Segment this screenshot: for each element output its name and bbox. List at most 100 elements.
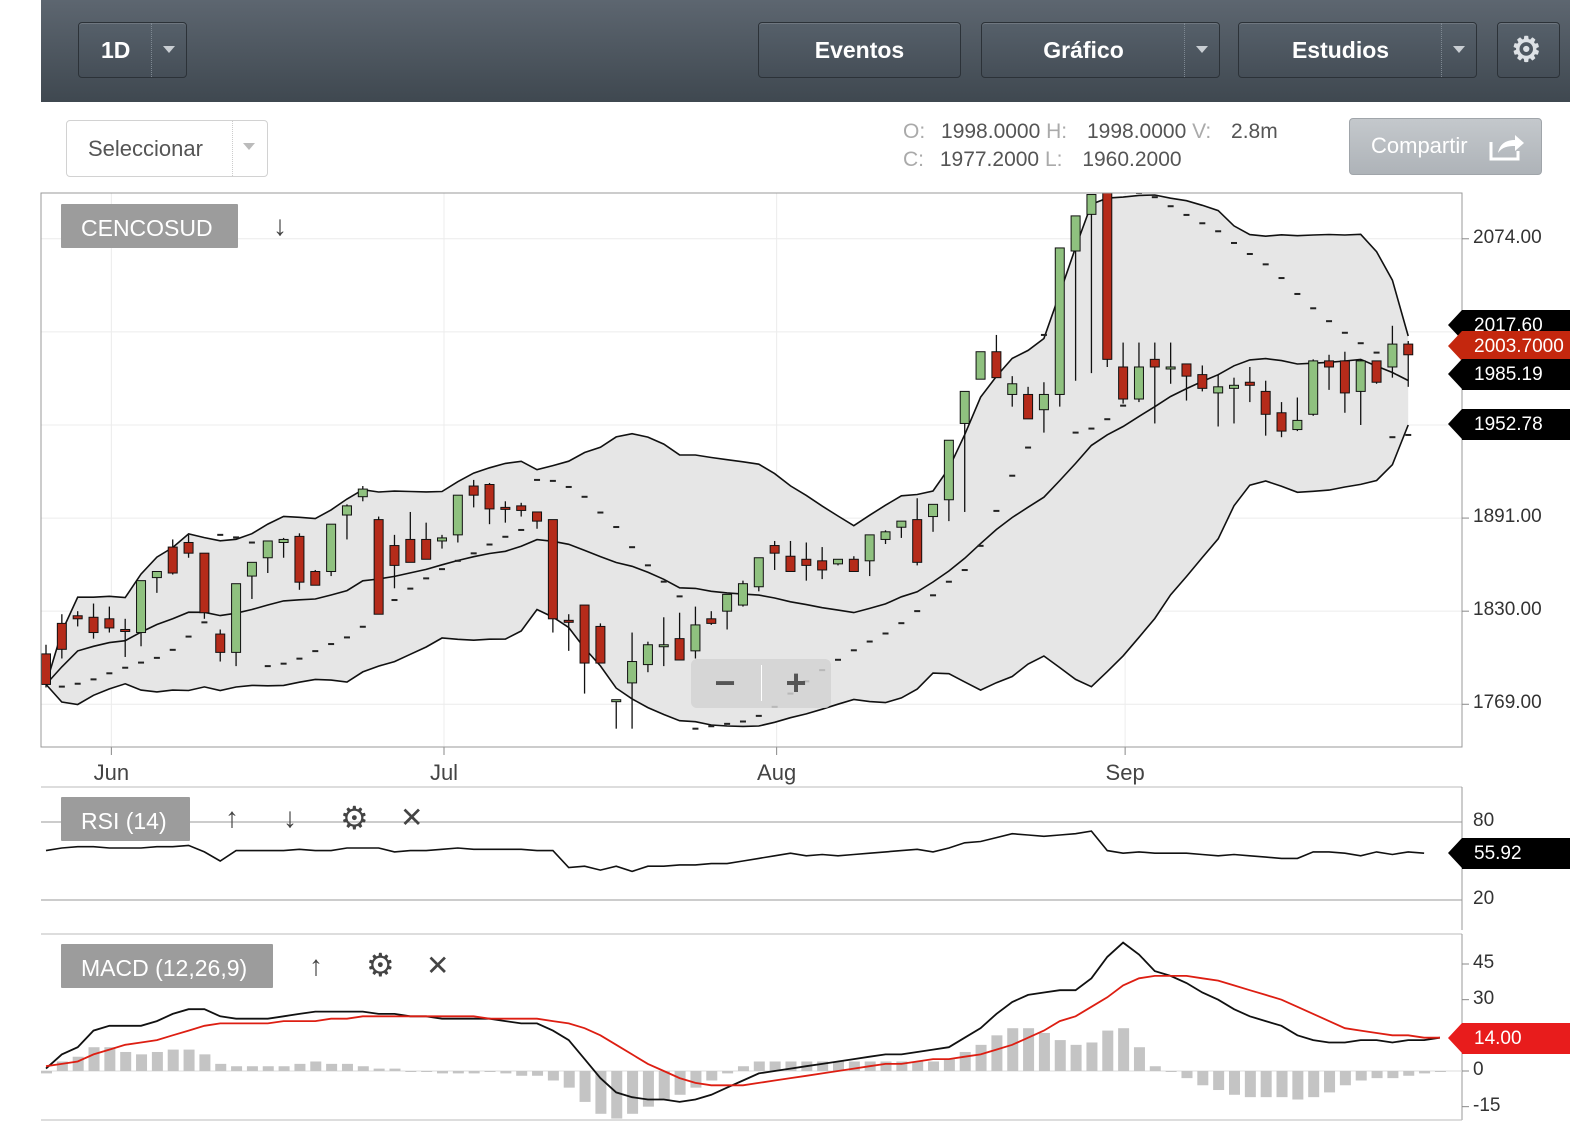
candle-down bbox=[1102, 193, 1113, 360]
sar-dot bbox=[945, 580, 952, 583]
events-button[interactable]: Eventos bbox=[758, 22, 961, 78]
arrow-up-icon[interactable]: ↑ bbox=[309, 950, 323, 981]
zoom-out-button[interactable]: − bbox=[714, 662, 736, 703]
candle-up bbox=[1086, 194, 1097, 215]
macd-histogram-bar bbox=[262, 1066, 274, 1071]
share-button[interactable]: Compartir bbox=[1349, 118, 1542, 175]
sar-dot bbox=[1199, 222, 1206, 225]
macd-histogram-bar bbox=[1276, 1071, 1288, 1098]
candle-down bbox=[468, 485, 479, 496]
macd-histogram-bar bbox=[41, 1071, 52, 1074]
macd-histogram-bar bbox=[1244, 1071, 1256, 1098]
close-icon[interactable]: ✕ bbox=[400, 802, 424, 833]
sar-dot bbox=[1326, 320, 1333, 323]
sar-dot bbox=[692, 727, 699, 730]
candle-up bbox=[690, 624, 701, 652]
candle-down bbox=[674, 638, 685, 661]
arrow-up-icon[interactable]: ↑ bbox=[225, 802, 239, 833]
settings-button[interactable]: ⚙ bbox=[1497, 22, 1560, 78]
sar-dot bbox=[122, 666, 129, 669]
candle-down bbox=[595, 625, 606, 664]
sar-dot bbox=[708, 725, 715, 728]
macd-histogram-bar bbox=[1419, 1071, 1431, 1074]
candle-down bbox=[801, 558, 812, 566]
price-plot-frame bbox=[40, 192, 1463, 748]
candle-down bbox=[1339, 360, 1350, 394]
candle-down bbox=[1371, 360, 1382, 383]
candle-down bbox=[199, 552, 210, 614]
bollinger-lower-line bbox=[45, 424, 1409, 728]
price-tag: 1985.19 bbox=[1448, 359, 1570, 391]
macd-histogram-bar bbox=[753, 1061, 765, 1071]
macd-tick-label: 30 bbox=[1473, 987, 1495, 1009]
interval-dropdown[interactable]: 1D bbox=[78, 22, 187, 78]
candle-down bbox=[120, 628, 131, 632]
macd-histogram-bar bbox=[1023, 1028, 1035, 1071]
candle-down bbox=[991, 351, 1002, 379]
candle-down bbox=[769, 545, 780, 554]
sar-dot bbox=[248, 541, 255, 544]
chart-type-dropdown[interactable]: Gráfico bbox=[981, 22, 1220, 78]
candle-down bbox=[56, 622, 67, 650]
macd-histogram-bar bbox=[579, 1071, 591, 1102]
candle-down bbox=[104, 618, 115, 629]
candle-up bbox=[262, 540, 273, 559]
macd-histogram-bar bbox=[611, 1071, 623, 1119]
gear-icon[interactable]: ⚙ bbox=[366, 947, 395, 983]
bollinger-upper-line bbox=[45, 194, 1409, 685]
macd-histogram-bar bbox=[389, 1068, 401, 1071]
sar-dot bbox=[1167, 205, 1174, 208]
macd-histogram-bar bbox=[1149, 1066, 1161, 1071]
candle-up bbox=[642, 644, 653, 666]
symbol-selector[interactable]: Seleccionar bbox=[66, 120, 268, 177]
share-label: Compartir bbox=[1371, 133, 1468, 158]
zoom-in-button[interactable]: + bbox=[785, 662, 807, 703]
macd-histogram-bar bbox=[737, 1066, 749, 1071]
candle-down bbox=[1149, 358, 1160, 368]
sar-dot bbox=[660, 580, 667, 583]
candle-up bbox=[437, 537, 447, 542]
candle-down bbox=[1260, 390, 1271, 415]
chevron-down-icon bbox=[1184, 23, 1219, 77]
sar-dot bbox=[1373, 351, 1380, 354]
sar-dot bbox=[1088, 427, 1095, 430]
rsi-badge[interactable]: RSI (14) bbox=[61, 797, 190, 841]
arrow-down-icon[interactable]: ↓ bbox=[283, 802, 297, 833]
macd-histogram-bar bbox=[706, 1071, 718, 1081]
price-tag-text: 2003.7000 bbox=[1474, 336, 1564, 358]
candle-up bbox=[231, 583, 242, 653]
high-key: H: bbox=[1046, 120, 1068, 143]
macd-histogram-bar bbox=[975, 1044, 987, 1071]
candle-down bbox=[484, 483, 495, 510]
symbol-badge[interactable]: CENCOSUD bbox=[61, 204, 238, 248]
candle-down bbox=[1276, 412, 1287, 432]
candle-down bbox=[183, 541, 194, 554]
arrow-down-icon[interactable]: ↓ bbox=[273, 210, 287, 241]
candle-up bbox=[943, 439, 954, 501]
close-icon[interactable]: ✕ bbox=[426, 950, 450, 981]
rsi-value-tag: 55.92 bbox=[1448, 838, 1570, 870]
candle-up bbox=[928, 503, 939, 518]
candle-down bbox=[294, 535, 305, 583]
macd-histogram-bar bbox=[928, 1061, 940, 1071]
sar-dot bbox=[328, 643, 335, 646]
sar-dot bbox=[1025, 446, 1032, 449]
macd-tick-label: 0 bbox=[1473, 1059, 1484, 1080]
candle-up bbox=[1054, 247, 1065, 395]
gear-icon[interactable]: ⚙ bbox=[340, 800, 369, 836]
macd-badge[interactable]: MACD (12,26,9) bbox=[61, 944, 273, 988]
sar-dot bbox=[423, 577, 430, 580]
candle-down bbox=[1197, 374, 1208, 389]
candle-up bbox=[737, 583, 748, 606]
macd-histogram-bar bbox=[1102, 1030, 1114, 1071]
volume-value: 2.8m bbox=[1231, 120, 1278, 143]
macd-histogram-bar bbox=[1007, 1028, 1019, 1071]
rsi-tick-label: 80 bbox=[1473, 810, 1495, 831]
sar-dot bbox=[1246, 252, 1253, 255]
sar-dot bbox=[866, 640, 873, 643]
share-icon bbox=[1489, 135, 1524, 161]
sar-dot bbox=[58, 685, 65, 688]
sar-dot bbox=[1389, 436, 1396, 439]
studies-dropdown[interactable]: Estudios bbox=[1238, 22, 1477, 78]
